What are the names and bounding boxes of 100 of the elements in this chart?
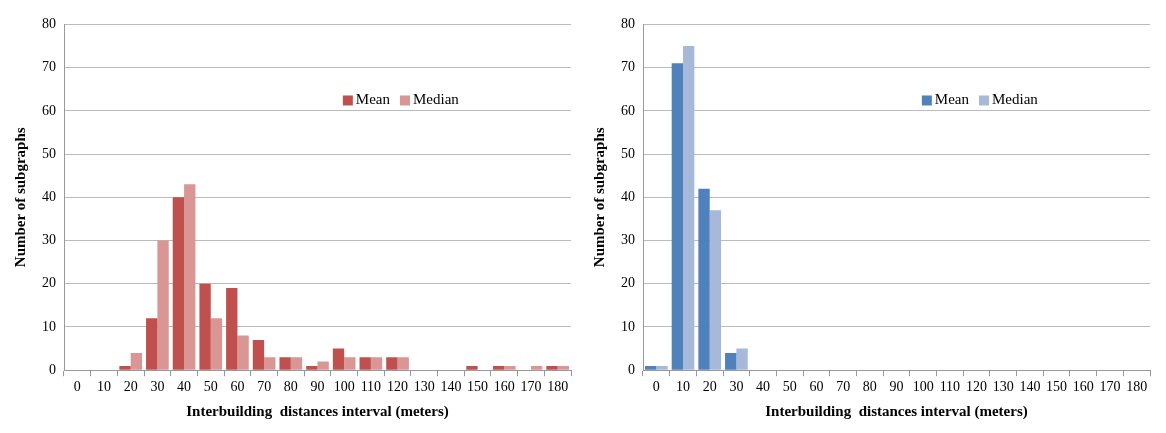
y-tick-label: 40 — [621, 188, 635, 204]
y-tick-label: 30 — [621, 232, 635, 248]
bar — [157, 240, 169, 370]
y-tick-label: 10 — [621, 318, 635, 334]
bar — [725, 352, 737, 370]
x-tick-label: 180 — [1126, 379, 1148, 395]
x-tick-label: 70 — [836, 379, 851, 395]
x-tick-label: 60 — [230, 379, 245, 395]
x-tick-label: 110 — [360, 379, 382, 395]
x-tick-label: 120 — [966, 379, 988, 395]
x-tick-label: 60 — [809, 379, 824, 395]
y-tick-label: 80 — [42, 16, 56, 32]
x-tick-label: 30 — [729, 379, 744, 395]
y-tick-label: 0 — [628, 361, 635, 377]
bar — [332, 348, 345, 370]
y-tick-label: 10 — [42, 318, 56, 334]
y-axis-title: Number of subgraphs — [11, 127, 28, 268]
y-tick-label: 50 — [621, 145, 635, 161]
legend-label: Median — [992, 91, 1039, 108]
x-tick-label: 110 — [939, 379, 961, 395]
x-tick-label: 130 — [992, 379, 1014, 395]
bar — [698, 188, 710, 370]
x-tick-label: 70 — [257, 379, 272, 395]
x-tick-label: 40 — [177, 379, 192, 395]
legend-label: Mean — [355, 91, 391, 108]
bar — [317, 361, 329, 370]
x-tick-label: 140 — [440, 379, 462, 395]
bar — [709, 210, 722, 370]
y-axis-title: Number of subgraphs — [590, 127, 607, 268]
x-tick-label: 0 — [73, 379, 81, 395]
bar — [290, 357, 303, 370]
x-tick-label: 90 — [889, 379, 904, 395]
x-tick-label: 130 — [413, 379, 435, 395]
bar — [397, 357, 409, 370]
x-tick-label: 0 — [652, 379, 660, 395]
x-tick-label: 170 — [1099, 379, 1121, 395]
bar — [172, 197, 185, 370]
bar — [199, 283, 211, 370]
x-tick-label: 150 — [1046, 379, 1068, 395]
bar — [492, 365, 505, 370]
bar — [466, 365, 478, 370]
bar — [656, 365, 668, 370]
y-tick-label: 20 — [42, 275, 56, 291]
x-tick-label: 50 — [782, 379, 797, 395]
x-tick-label: 160 — [1072, 379, 1094, 395]
x-tick-label: 80 — [862, 379, 877, 395]
bar — [252, 339, 265, 370]
bar — [359, 357, 371, 370]
legend-label: Median — [413, 91, 460, 108]
x-tick-label: 40 — [756, 379, 771, 395]
bar — [557, 365, 569, 370]
bar — [184, 184, 196, 370]
y-tick-label: 50 — [42, 145, 56, 161]
x-tick-label: 170 — [520, 379, 542, 395]
bar — [146, 318, 158, 370]
y-tick-label: 60 — [621, 102, 635, 118]
bar — [683, 46, 695, 370]
y-tick-label: 60 — [42, 102, 56, 118]
bar — [210, 318, 223, 370]
y-tick-label: 30 — [42, 232, 56, 248]
bar — [237, 335, 249, 370]
bar — [671, 63, 684, 370]
legend-label: Mean — [934, 91, 970, 108]
x-tick-label: 20 — [702, 379, 717, 395]
x-tick-label: 30 — [150, 379, 165, 395]
y-tick-label: 20 — [621, 275, 635, 291]
x-tick-label: 80 — [283, 379, 298, 395]
bar — [130, 352, 143, 370]
x-tick-label: 20 — [123, 379, 138, 395]
x-tick-label: 50 — [203, 379, 218, 395]
x-axis-title: Interbuilding distances interval (meters) — [765, 402, 1028, 420]
y-tick-label: 0 — [49, 361, 56, 377]
x-tick-label: 100 — [333, 379, 355, 395]
x-tick-label: 160 — [493, 379, 515, 395]
bar — [279, 357, 291, 370]
bar — [546, 365, 558, 370]
y-tick-label: 40 — [42, 188, 56, 204]
x-tick-label: 90 — [310, 379, 325, 395]
bar — [504, 365, 516, 370]
x-tick-label: 10 — [97, 379, 112, 395]
y-tick-label: 70 — [621, 59, 635, 75]
x-axis-title: Interbuilding distances interval (meters) — [186, 402, 449, 420]
bar — [306, 365, 318, 370]
bar — [370, 357, 383, 370]
x-tick-label: 10 — [676, 379, 691, 395]
bar — [264, 357, 276, 370]
y-tick-label: 80 — [621, 16, 635, 32]
x-tick-label: 120 — [387, 379, 409, 395]
bar — [645, 365, 657, 370]
bar — [119, 365, 131, 370]
bar — [344, 357, 356, 370]
y-tick-label: 70 — [42, 59, 56, 75]
bar — [736, 348, 748, 370]
x-tick-label: 100 — [912, 379, 934, 395]
x-tick-label: 150 — [467, 379, 489, 395]
bar — [226, 288, 238, 370]
bar — [386, 357, 398, 370]
x-tick-label: 180 — [547, 379, 569, 395]
bar — [530, 365, 543, 370]
x-tick-label: 140 — [1019, 379, 1041, 395]
